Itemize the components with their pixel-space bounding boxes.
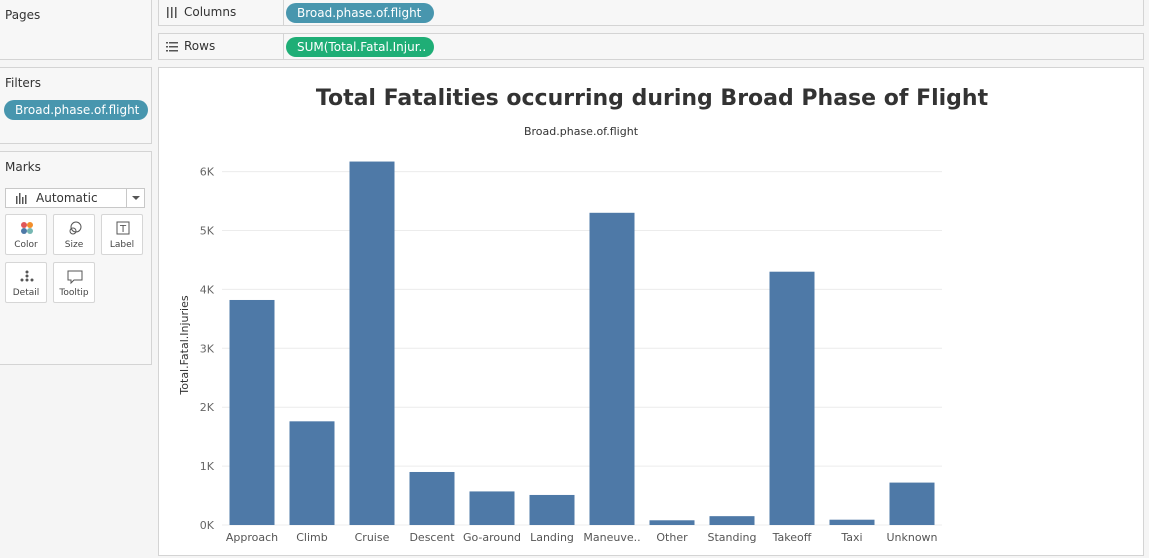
bars bbox=[229, 161, 935, 525]
size-button[interactable]: Size bbox=[53, 214, 95, 255]
label-button[interactable]: T Label bbox=[101, 214, 143, 255]
bar-go-around[interactable] bbox=[469, 491, 515, 525]
tooltip-button[interactable]: Tooltip bbox=[53, 262, 95, 303]
bar-taxi[interactable] bbox=[829, 519, 875, 525]
color-icon bbox=[21, 222, 33, 234]
mark-type-label: Automatic bbox=[36, 191, 98, 205]
x-axis-labels: Approach Climb Cruise Descent Go-around Landi… bbox=[226, 531, 938, 544]
bar-approach[interactable] bbox=[229, 299, 275, 525]
x-tick-label: Landing bbox=[530, 531, 574, 544]
label-label: Label bbox=[109, 240, 135, 250]
rows-pill[interactable]: SUM(Total.Fatal.Injur.. bbox=[286, 37, 434, 57]
x-tick-label: Maneuve.. bbox=[583, 531, 640, 544]
y-tick-label: 3K bbox=[200, 342, 215, 355]
filter-pill[interactable]: Broad.phase.of.flight bbox=[4, 100, 148, 120]
filters-card[interactable]: Filters Broad.phase.of.flight bbox=[0, 67, 152, 144]
color-label: Color bbox=[14, 240, 38, 250]
y-tick-label: 5K bbox=[200, 224, 215, 237]
x-tick-label: Other bbox=[656, 531, 688, 544]
bar-landing[interactable] bbox=[529, 494, 575, 525]
x-tick-label: Climb bbox=[296, 531, 328, 544]
columns-icon bbox=[167, 7, 177, 18]
rows-shelf-label: Rows bbox=[159, 34, 284, 59]
grid-lines bbox=[222, 171, 942, 526]
marks-card: Marks Automatic Color bbox=[0, 151, 152, 365]
x-tick-label: Go-around bbox=[463, 531, 521, 544]
tooltip-label: Tooltip bbox=[59, 288, 89, 298]
text-label-icon: T bbox=[116, 221, 130, 235]
bar-takeoff[interactable] bbox=[769, 271, 815, 525]
rows-label-text: Rows bbox=[184, 39, 216, 53]
x-tick-label: Cruise bbox=[355, 531, 390, 544]
y-tick-label: 1K bbox=[200, 460, 215, 473]
bar-maneuve[interactable] bbox=[589, 212, 635, 525]
bar-climb[interactable] bbox=[289, 421, 335, 525]
x-tick-label: Approach bbox=[226, 531, 278, 544]
marks-title: Marks bbox=[5, 160, 41, 174]
bar-cruise[interactable] bbox=[349, 161, 395, 525]
size-icon bbox=[69, 221, 82, 235]
bar-unknown[interactable] bbox=[889, 482, 935, 525]
viz-area: Total Fatalities occurring during Broad … bbox=[158, 67, 1144, 556]
size-label: Size bbox=[64, 240, 84, 250]
rows-shelf[interactable]: Rows SUM(Total.Fatal.Injur.. bbox=[158, 33, 1144, 60]
detail-label: Detail bbox=[12, 288, 40, 298]
y-axis-label: Total.Fatal.Injuries bbox=[178, 295, 191, 395]
y-tick-label: 4K bbox=[200, 283, 215, 296]
chart-title: Total Fatalities occurring during Broad … bbox=[316, 86, 989, 111]
y-tick-label: 0K bbox=[200, 519, 215, 532]
columns-label-text: Columns bbox=[184, 5, 237, 19]
mark-type-dropdown[interactable]: Automatic bbox=[5, 188, 145, 208]
x-tick-label: Unknown bbox=[886, 531, 937, 544]
pages-card[interactable]: Pages bbox=[0, 0, 152, 60]
column-header: Broad.phase.of.flight bbox=[524, 125, 639, 138]
bar-descent[interactable] bbox=[409, 471, 455, 525]
columns-shelf-label: Columns bbox=[159, 0, 284, 25]
filters-title: Filters bbox=[5, 76, 41, 90]
bar-other[interactable] bbox=[649, 520, 695, 525]
x-tick-label: Taxi bbox=[840, 531, 862, 544]
rows-icon bbox=[166, 42, 178, 52]
x-tick-label: Takeoff bbox=[772, 531, 812, 544]
x-tick-label: Standing bbox=[707, 531, 756, 544]
y-tick-label: 6K bbox=[200, 166, 215, 179]
svg-text:T: T bbox=[119, 224, 127, 235]
bar-chart: Total Fatalities occurring during Broad … bbox=[178, 86, 989, 544]
y-axis-ticks: 0K 1K 2K 3K 4K 5K 6K bbox=[200, 166, 215, 532]
pages-title: Pages bbox=[5, 8, 41, 22]
columns-shelf[interactable]: Columns Broad.phase.of.flight bbox=[158, 0, 1144, 26]
y-tick-label: 2K bbox=[200, 401, 215, 414]
detail-button[interactable]: Detail bbox=[5, 262, 47, 303]
chevron-down-icon[interactable] bbox=[126, 189, 144, 207]
color-button[interactable]: Color bbox=[5, 214, 47, 255]
detail-icon bbox=[20, 270, 34, 282]
bar-standing[interactable] bbox=[709, 516, 755, 525]
bar-chart-icon bbox=[16, 193, 27, 204]
columns-pill[interactable]: Broad.phase.of.flight bbox=[286, 3, 434, 23]
tooltip-icon bbox=[67, 270, 83, 285]
x-tick-label: Descent bbox=[409, 531, 455, 544]
